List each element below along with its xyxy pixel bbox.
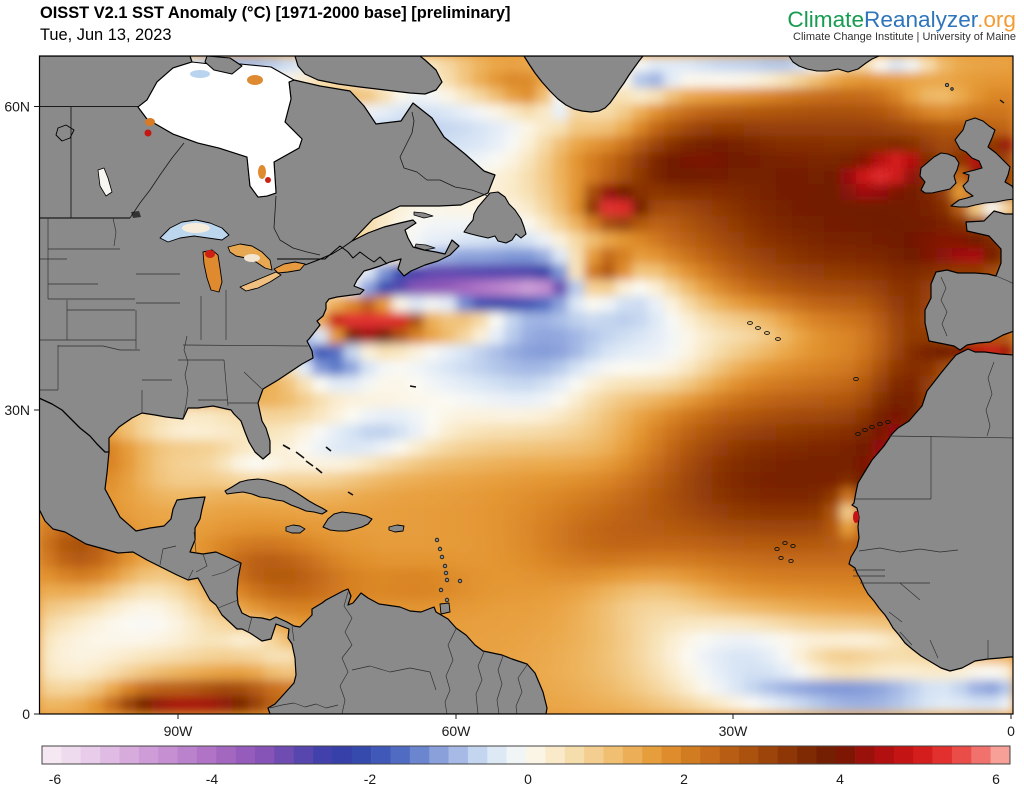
svg-text:0: 0 (524, 771, 532, 787)
svg-text:2: 2 (680, 771, 688, 787)
svg-text:30W: 30W (719, 723, 749, 739)
svg-text:4: 4 (836, 771, 844, 787)
svg-text:6: 6 (992, 771, 1000, 787)
svg-text:0: 0 (22, 706, 30, 722)
svg-text:-2: -2 (364, 771, 377, 787)
svg-text:-4: -4 (206, 771, 219, 787)
svg-text:0: 0 (1007, 723, 1015, 739)
svg-text:60W: 60W (442, 723, 472, 739)
svg-text:90W: 90W (164, 723, 194, 739)
svg-text:30N: 30N (4, 402, 30, 418)
svg-text:60N: 60N (4, 99, 30, 115)
svg-text:-6: -6 (49, 771, 62, 787)
